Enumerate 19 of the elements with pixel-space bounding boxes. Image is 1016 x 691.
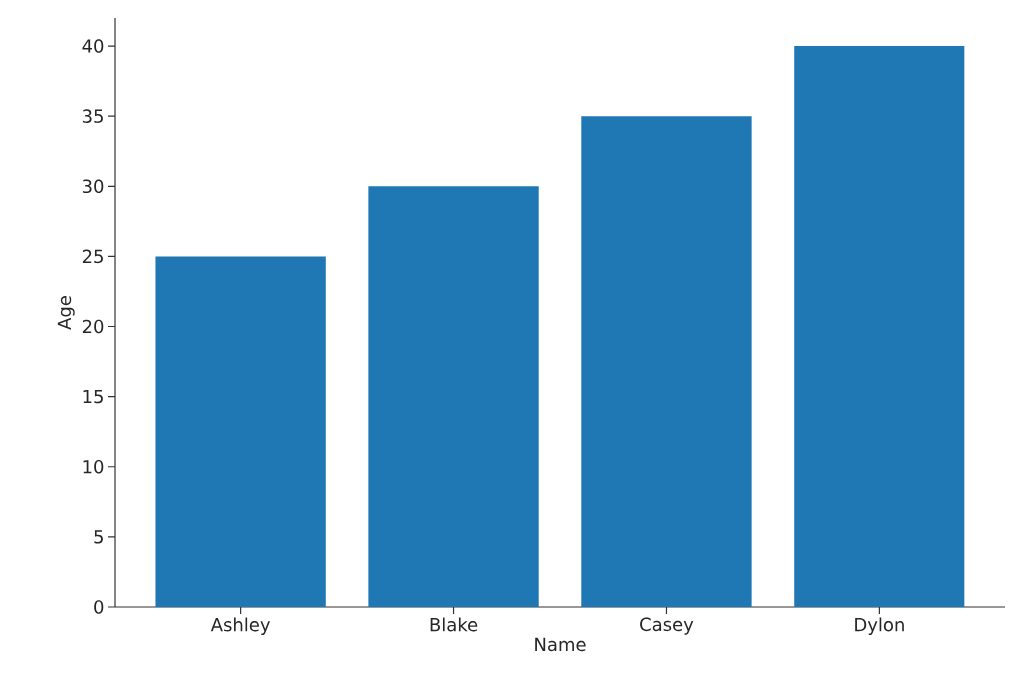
x-tick-label: Blake xyxy=(430,617,478,632)
y-tick-label: 0 xyxy=(94,600,104,614)
y-tick-label: 20 xyxy=(82,319,104,334)
y-tick-label: 15 xyxy=(83,389,103,404)
y-tick-label: 5 xyxy=(94,530,103,544)
bar xyxy=(794,46,965,607)
y-axis-title: Age xyxy=(57,296,75,330)
y-tick-label: 30 xyxy=(82,179,104,194)
x-axis-title: Name xyxy=(535,637,586,652)
x-tick-label: Casey xyxy=(640,617,694,635)
x-tick-label: Ashley xyxy=(210,617,270,635)
bar xyxy=(155,256,326,607)
y-tick-label: 10 xyxy=(83,459,104,474)
x-tick-label: Dylon xyxy=(855,617,904,635)
y-tick-label: 35 xyxy=(82,109,103,123)
bar xyxy=(581,116,752,607)
bar xyxy=(368,186,539,607)
y-tick-label: 25 xyxy=(82,249,103,264)
y-tick-label: 40 xyxy=(82,39,104,53)
